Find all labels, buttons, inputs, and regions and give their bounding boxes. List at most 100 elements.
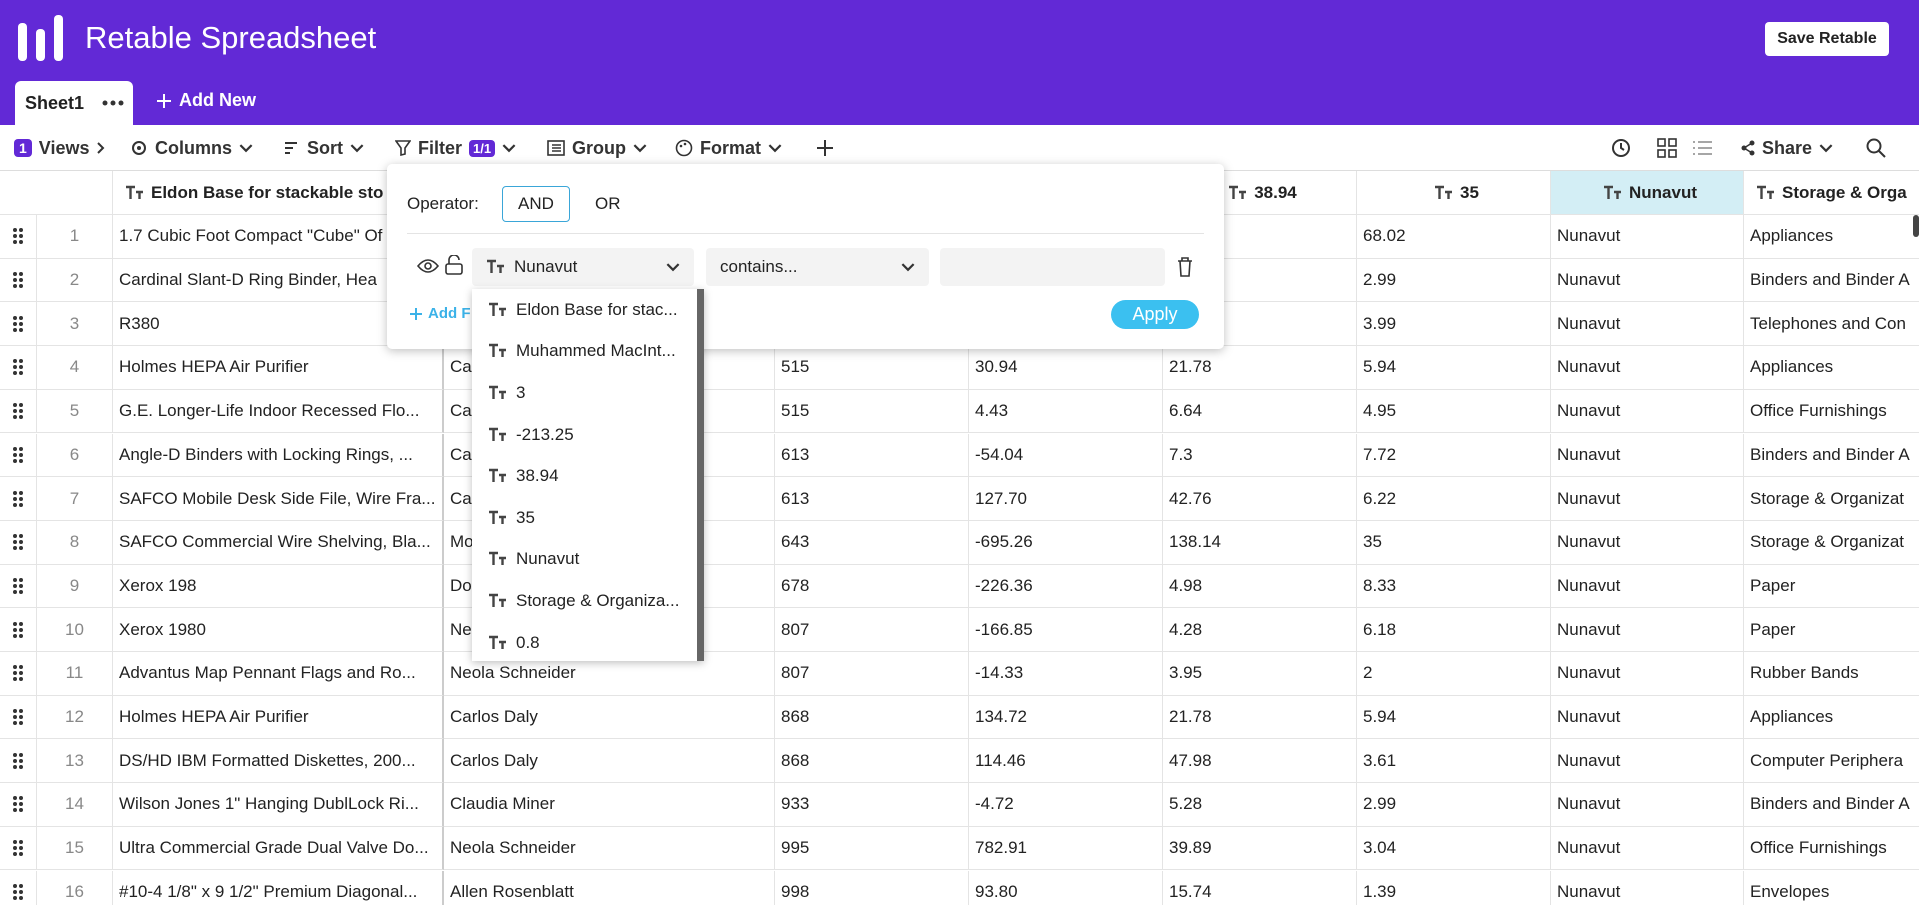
table-cell[interactable]: 3.04 — [1357, 826, 1551, 871]
table-cell[interactable]: Computer Periphera — [1744, 739, 1919, 784]
apply-button[interactable]: Apply — [1111, 300, 1199, 329]
columns-button[interactable]: Columns — [130, 125, 253, 171]
add-sheet[interactable]: Add New — [157, 90, 256, 111]
condition-select[interactable]: contains... — [706, 248, 929, 286]
dropdown-item[interactable]: Muhammed MacInt... — [472, 331, 697, 373]
row-handle[interactable] — [0, 652, 37, 696]
table-cell[interactable] — [1163, 302, 1357, 347]
table-cell[interactable]: 8.33 — [1357, 564, 1551, 609]
table-cell[interactable]: 995 — [775, 826, 969, 871]
table-cell[interactable]: Xerox 198 — [113, 564, 444, 609]
table-cell[interactable]: 134.72 — [969, 695, 1163, 740]
table-cell[interactable]: 30.94 — [969, 346, 1163, 390]
tab-menu-icon[interactable] — [102, 100, 124, 106]
list-view-button[interactable] — [1692, 125, 1712, 171]
table-cell[interactable]: DS/HD IBM Formatted Diskettes, 200... — [113, 739, 444, 784]
table-cell[interactable]: Nunavut — [1551, 346, 1744, 390]
table-cell[interactable]: -695.26 — [969, 520, 1163, 565]
table-cell[interactable]: 138.14 — [1163, 520, 1357, 565]
table-cell[interactable]: 7.3 — [1163, 433, 1357, 478]
views-button[interactable]: 1 Views — [14, 125, 105, 171]
row-handle[interactable] — [0, 564, 37, 609]
group-button[interactable]: Group — [547, 125, 647, 171]
table-cell[interactable]: 4.43 — [969, 389, 1163, 434]
table-cell[interactable]: 2 — [1357, 652, 1551, 696]
and-button[interactable]: AND — [502, 186, 570, 222]
row-handle[interactable] — [0, 477, 37, 521]
table-cell[interactable]: 4.98 — [1163, 564, 1357, 609]
table-cell[interactable]: 643 — [775, 520, 969, 565]
delete-icon[interactable] — [1177, 257, 1193, 277]
table-cell[interactable]: 5.28 — [1163, 783, 1357, 827]
search-button[interactable] — [1866, 125, 1886, 171]
filter-button[interactable]: Filter 1/1 — [395, 125, 516, 171]
column-header[interactable]: 35 — [1357, 171, 1551, 215]
table-cell[interactable]: 15.74 — [1163, 870, 1357, 905]
dropdown-item[interactable]: Storage & Organiza... — [472, 580, 697, 622]
dropdown-item[interactable]: 0.8 — [472, 622, 697, 661]
table-cell[interactable]: Holmes HEPA Air Purifier — [113, 695, 444, 740]
table-cell[interactable]: SAFCO Mobile Desk Side File, Wire Fra... — [113, 477, 444, 521]
table-cell[interactable]: Appliances — [1744, 696, 1919, 740]
table-cell[interactable]: Rubber Bands — [1744, 652, 1919, 696]
table-cell[interactable]: Advantus Map Pennant Flags and Ro... — [113, 652, 444, 696]
table-cell[interactable]: 7.72 — [1357, 433, 1551, 478]
table-cell[interactable]: 998 — [775, 870, 969, 905]
table-cell[interactable]: -166.85 — [969, 608, 1163, 652]
table-cell[interactable]: -4.72 — [969, 783, 1163, 827]
table-cell[interactable]: 3.99 — [1357, 302, 1551, 347]
table-cell[interactable]: 3.61 — [1357, 739, 1551, 784]
table-cell[interactable]: 515 — [775, 346, 969, 390]
row-handle[interactable] — [0, 215, 37, 259]
table-cell[interactable]: 807 — [775, 652, 969, 696]
table-cell[interactable]: Nunavut — [1551, 608, 1744, 652]
column-header[interactable]: Storage & Orga — [1744, 171, 1919, 215]
table-cell[interactable]: Nunavut — [1551, 215, 1744, 259]
column-select[interactable]: Nunavut — [472, 248, 694, 286]
table-cell[interactable]: Appliances — [1744, 215, 1919, 259]
table-cell[interactable]: Storage & Organizat — [1744, 477, 1919, 521]
table-cell[interactable]: Nunavut — [1551, 564, 1744, 609]
table-cell[interactable]: Appliances — [1744, 346, 1919, 390]
dropdown-item[interactable]: 3 — [472, 372, 697, 414]
table-cell[interactable]: 6.18 — [1357, 608, 1551, 652]
table-cell[interactable] — [1163, 258, 1357, 303]
table-cell[interactable]: Office Furnishings — [1744, 390, 1919, 434]
column-header[interactable]: Nunavut — [1551, 171, 1744, 215]
table-cell[interactable]: G.E. Longer-Life Indoor Recessed Flo... — [113, 389, 444, 434]
table-cell[interactable]: 4.28 — [1163, 608, 1357, 652]
table-cell[interactable]: 678 — [775, 564, 969, 609]
table-cell[interactable]: Nunavut — [1551, 652, 1744, 696]
table-cell[interactable]: 42.76 — [1163, 477, 1357, 521]
table-cell[interactable]: Allen Rosenblatt — [444, 870, 775, 905]
value-input[interactable] — [940, 248, 1165, 286]
table-cell[interactable]: 6.64 — [1163, 389, 1357, 434]
table-cell[interactable]: Envelopes — [1744, 871, 1919, 905]
format-button[interactable]: Format — [675, 125, 782, 171]
table-cell[interactable]: Binders and Binder A — [1744, 434, 1919, 478]
or-button[interactable]: OR — [595, 194, 621, 213]
lock-icon[interactable] — [445, 255, 463, 275]
table-cell[interactable]: -54.04 — [969, 433, 1163, 478]
table-cell[interactable]: 127.70 — [969, 477, 1163, 521]
table-cell[interactable]: 35 — [1357, 520, 1551, 565]
table-cell[interactable]: Nunavut — [1551, 302, 1744, 347]
table-cell[interactable]: 782.91 — [969, 826, 1163, 871]
row-handle[interactable] — [0, 783, 37, 827]
table-cell[interactable]: Nunavut — [1551, 433, 1744, 478]
row-handle[interactable] — [0, 826, 37, 871]
table-cell[interactable]: Carlos Daly — [444, 695, 775, 740]
table-cell[interactable]: 114.46 — [969, 739, 1163, 784]
add-filter[interactable]: Add F — [410, 305, 471, 322]
table-cell[interactable]: 93.80 — [969, 870, 1163, 905]
table-cell[interactable]: Binders and Binder A — [1744, 783, 1919, 827]
table-cell[interactable] — [1163, 215, 1357, 259]
table-cell[interactable]: 68.02 — [1357, 215, 1551, 259]
table-cell[interactable]: #10-4 1/8" x 9 1/2" Premium Diagonal... — [113, 870, 444, 905]
dropdown-item[interactable]: -213.25 — [472, 414, 697, 456]
add-column-button[interactable] — [816, 125, 834, 171]
table-cell[interactable]: 5.94 — [1357, 346, 1551, 390]
row-handle[interactable] — [0, 346, 37, 390]
table-cell[interactable]: 5.94 — [1357, 695, 1551, 740]
table-cell[interactable]: Nunavut — [1551, 870, 1744, 905]
